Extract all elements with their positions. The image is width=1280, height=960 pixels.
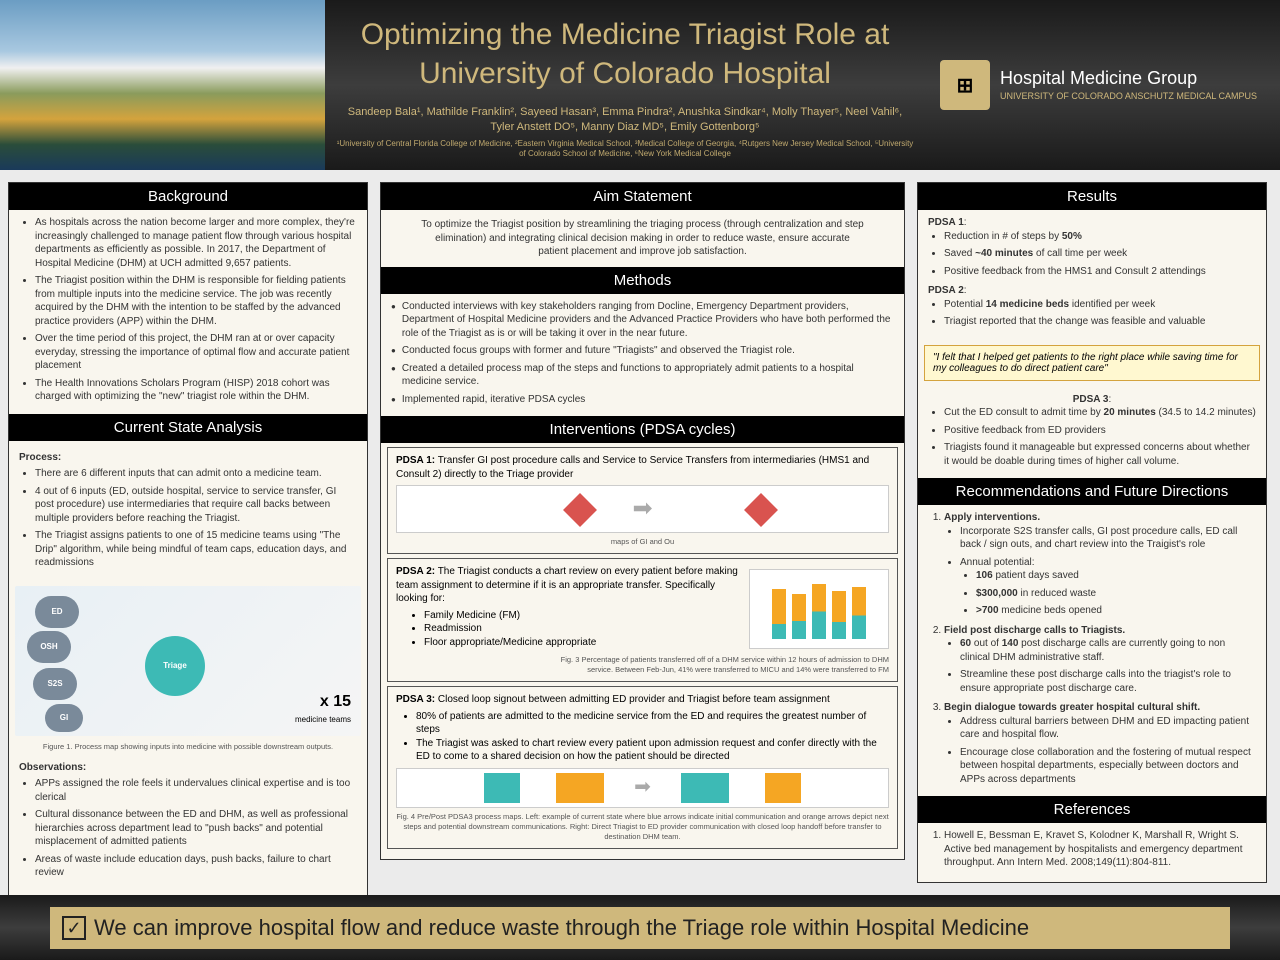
current-title: Current State Analysis <box>9 414 367 441</box>
columns: Background As hospitals across the natio… <box>0 170 1280 890</box>
pdsa3-figure: ➡ <box>396 768 889 808</box>
column-1: Background As hospitals across the natio… <box>8 182 368 878</box>
header: Optimizing the Medicine Triagist Role at… <box>0 0 1280 170</box>
observations: Observations: APPs assigned the role fee… <box>9 751 367 890</box>
checkbox-icon: ✓ <box>62 916 86 940</box>
authors: Sandeep Bala¹, Mathilde Franklin², Sayee… <box>335 105 915 136</box>
aim-box: Aim Statement To optimize the Triagist p… <box>380 182 905 860</box>
logo-icon: ⊞ <box>940 60 990 110</box>
quote: "I felt that I helped get patients to th… <box>924 345 1260 381</box>
results-box: Results PDSA 1: Reduction in # of steps … <box>917 182 1267 883</box>
fig1-caption: Figure 1. Process map showing inputs int… <box>9 742 367 751</box>
logo-block: ⊞ Hospital Medicine Group UNIVERSITY OF … <box>925 0 1280 170</box>
pdsa-1: PDSA 1: Transfer GI post procedure calls… <box>387 447 898 554</box>
methods-title: Methods <box>381 267 904 294</box>
conclusion-text: ✓ We can improve hospital flow and reduc… <box>50 907 1230 949</box>
methods-content: Conducted interviews with key stakeholde… <box>381 294 904 417</box>
logo-text: Hospital Medicine Group UNIVERSITY OF CO… <box>1000 67 1257 102</box>
pdsa2-figure <box>749 569 889 649</box>
background-box: Background As hospitals across the natio… <box>8 182 368 897</box>
column-2: Aim Statement To optimize the Triagist p… <box>380 182 905 878</box>
figure-1: ED OSH S2S GI Triage x 15 medicine teams <box>15 586 361 736</box>
refs-title: References <box>918 796 1266 823</box>
affiliations: ¹University of Central Florida College o… <box>335 139 915 160</box>
pdsa-2: PDSA 2: The Triagist conducts a chart re… <box>387 558 898 682</box>
recs-title: Recommendations and Future Directions <box>918 478 1266 505</box>
pdsa1-figure: ➡ <box>396 485 889 533</box>
pdsa-3: PDSA 3: Closed loop signout between admi… <box>387 686 898 849</box>
conclusion-bar: ✓ We can improve hospital flow and reduc… <box>0 895 1280 960</box>
results-content: PDSA 1: Reduction in # of steps by 50% S… <box>918 210 1266 339</box>
recs-content: Apply interventions. Incorporate S2S tra… <box>918 505 1266 796</box>
results-title: Results <box>918 183 1266 210</box>
refs-content: Howell E, Bessman E, Kravet S, Kolodner … <box>918 823 1266 876</box>
poster-title: Optimizing the Medicine Triagist Role at… <box>335 15 915 93</box>
header-text: Optimizing the Medicine Triagist Role at… <box>325 0 925 170</box>
background-title: Background <box>9 183 367 210</box>
column-3: Results PDSA 1: Reduction in # of steps … <box>917 182 1267 878</box>
background-content: As hospitals across the nation become la… <box>9 210 367 414</box>
interventions-title: Interventions (PDSA cycles) <box>381 416 904 443</box>
aim-text: To optimize the Triagist position by str… <box>381 210 904 267</box>
current-content: Process: There are 6 different inputs th… <box>9 441 367 580</box>
poster-root: Optimizing the Medicine Triagist Role at… <box>0 0 1280 960</box>
aim-title: Aim Statement <box>381 183 904 210</box>
header-image <box>0 0 325 170</box>
